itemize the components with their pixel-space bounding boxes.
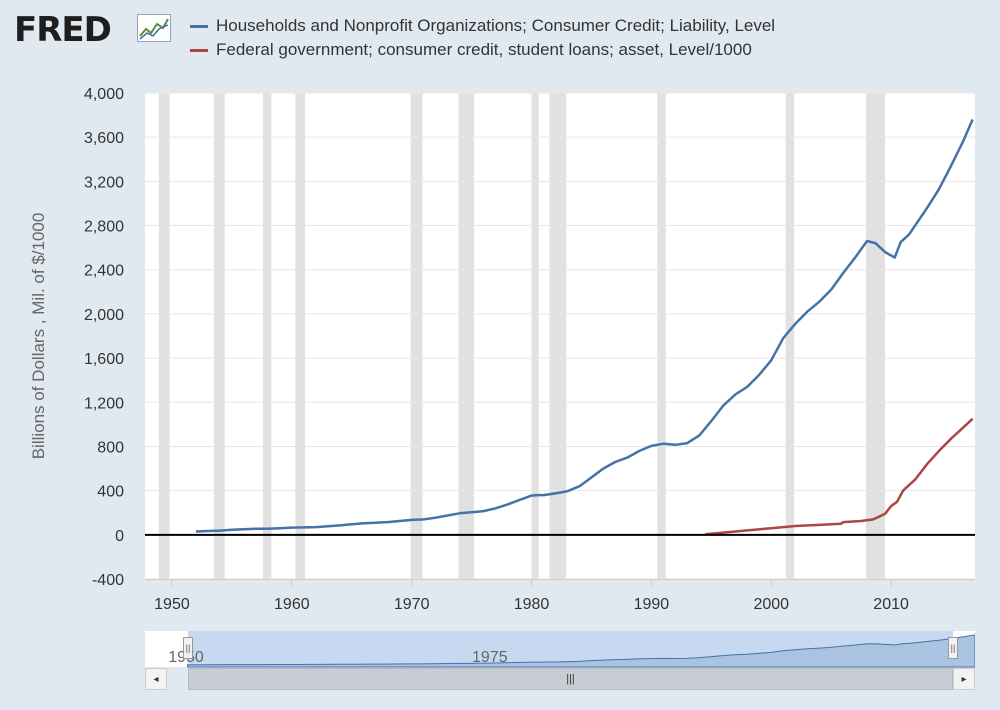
x-tick-label: 1960 — [274, 596, 310, 613]
left-handle-grip: || — [185, 643, 191, 653]
chart-legend: Households and Nonprofit Organizations; … — [190, 14, 775, 62]
navigator-series-area — [187, 634, 975, 668]
navigator-right-handle[interactable]: || — [948, 637, 958, 659]
scroll-thumb[interactable]: ||| — [188, 668, 953, 690]
x-tick-label: 1970 — [394, 596, 430, 613]
y-tick-label: 0 — [115, 528, 124, 545]
navigator-scrollbar[interactable]: ◂ ||| ▸ — [145, 668, 975, 690]
legend-item-series-1[interactable]: Households and Nonprofit Organizations; … — [190, 14, 775, 38]
logo-text: FRED — [14, 10, 112, 50]
scroll-left-icon: ◂ — [153, 673, 159, 685]
y-tick-label: 2,800 — [84, 219, 124, 236]
y-axis: -400 0 400 800 1,200 1,600 2,000 2,400 2,800 3,20… — [84, 86, 975, 589]
scroll-right-button[interactable]: ▸ — [953, 668, 975, 690]
line-chart: -400 0 400 800 1,200 1,600 2,000 2,400 2,800 3,20… — [29, 86, 975, 613]
right-handle-grip: || — [950, 643, 956, 653]
navigator-left-handle[interactable]: || — [183, 637, 193, 659]
recession-band — [158, 93, 170, 579]
recession-band — [549, 93, 567, 579]
series-line-1 — [195, 119, 974, 533]
fred-logo[interactable]: FRED — [14, 10, 112, 50]
scroll-grip-icon: ||| — [566, 673, 575, 685]
scroll-right-icon: ▸ — [961, 673, 967, 685]
recession-band — [213, 93, 225, 579]
legend-item-series-2[interactable]: Federal government; consumer credit, stu… — [190, 38, 775, 62]
recession-band — [531, 93, 539, 579]
recession-band — [785, 93, 795, 579]
recession-band — [865, 93, 886, 579]
recession-shading — [158, 93, 886, 579]
y-tick-label: 4,000 — [84, 86, 124, 103]
recession-band — [657, 93, 666, 579]
x-tick-label: 1990 — [634, 596, 670, 613]
y-tick-label: 3,200 — [84, 174, 124, 191]
legend-swatch-series-1 — [190, 24, 208, 28]
x-tick-label: 1980 — [514, 596, 550, 613]
range-navigator[interactable]: 195019752000 — [145, 631, 975, 691]
y-tick-label: 1,600 — [84, 351, 124, 368]
y-tick-label: 2,000 — [84, 307, 124, 324]
legend-swatch-series-2 — [190, 48, 208, 52]
recession-band — [410, 93, 423, 579]
recession-band — [458, 93, 475, 579]
recession-band — [295, 93, 306, 579]
y-tick-label: 400 — [97, 484, 124, 501]
legend-label-series-2: Federal government; consumer credit, stu… — [216, 40, 752, 59]
y-tick-label: 800 — [97, 439, 124, 456]
y-axis-label: Billions of Dollars , Mil. of $/1000 — [29, 213, 48, 460]
recession-band — [263, 93, 272, 579]
x-axis: 1950 1960 1970 1980 1990 2000 2010 — [145, 579, 975, 613]
y-tick-label: 1,200 — [84, 395, 124, 412]
header: FRED Households and Nonprofit Organizati… — [0, 0, 1000, 80]
x-tick-label: 1950 — [154, 596, 190, 613]
y-tick-label: 3,600 — [84, 130, 124, 147]
legend-label-series-1: Households and Nonprofit Organizations; … — [216, 16, 776, 35]
fred-chart-icon — [137, 14, 171, 42]
x-tick-label: 2000 — [753, 596, 789, 613]
x-tick-label: 2010 — [873, 596, 909, 613]
scroll-left-button[interactable]: ◂ — [145, 668, 167, 690]
y-tick-label: 2,400 — [84, 263, 124, 280]
series-lines — [195, 119, 974, 536]
series-line-2 — [705, 417, 974, 536]
y-tick-label: -400 — [92, 572, 124, 589]
navigator-year-label: 1975 — [472, 649, 508, 666]
